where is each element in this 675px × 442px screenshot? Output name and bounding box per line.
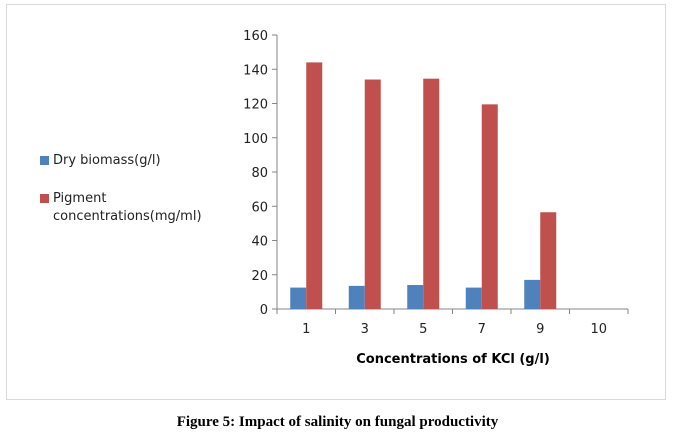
y-tick-label: 40 xyxy=(251,235,268,250)
x-axis-label: Concentrations of KCl (g/l) xyxy=(356,352,550,367)
y-tick-label: 140 xyxy=(243,63,268,78)
bar-pigment xyxy=(364,79,381,310)
bar-dry-biomass xyxy=(348,285,365,309)
legend-item-pigment: Pigment concentrations(mg/ml) xyxy=(40,190,228,226)
figure-caption: Figure 5: Impact of salinity on fungal p… xyxy=(176,414,499,430)
legend: Dry biomass(g/l) Pigment concentrations(… xyxy=(40,152,228,246)
y-tick-label: 0 xyxy=(260,303,268,318)
x-tick-label: 1 xyxy=(302,322,310,337)
x-tick-label: 9 xyxy=(536,322,544,337)
bar-pigment xyxy=(306,62,323,310)
x-tick-label: 3 xyxy=(361,322,369,337)
y-tick-label: 80 xyxy=(251,166,268,181)
bar-dry-biomass xyxy=(290,287,307,309)
bar-pigment xyxy=(423,78,440,309)
chart-bars xyxy=(290,62,557,310)
legend-swatch-dry-biomass xyxy=(40,156,49,165)
chart-frame xyxy=(6,4,666,400)
bar-dry-biomass xyxy=(465,287,482,309)
legend-label-dry-biomass: Dry biomass(g/l) xyxy=(53,153,161,168)
x-tick-label: 5 xyxy=(419,322,427,337)
y-tick-label: 160 xyxy=(243,29,268,44)
y-tick-label: 60 xyxy=(251,200,268,215)
x-tick-label: 7 xyxy=(478,322,486,337)
bar-pigment xyxy=(540,212,557,309)
bar-dry-biomass xyxy=(407,285,424,309)
y-tick-label: 20 xyxy=(251,269,268,284)
legend-label-pigment: Pigment concentrations(mg/ml) xyxy=(53,191,202,224)
legend-item-dry-biomass: Dry biomass(g/l) xyxy=(40,152,228,170)
bar-pigment xyxy=(481,104,498,309)
y-tick-label: 120 xyxy=(243,98,268,113)
legend-swatch-pigment xyxy=(40,194,49,203)
chart-axes: 0 20 40 60 80 100 120 140 160 1 3 5 7 9 10 xyxy=(243,29,629,337)
y-tick-label: 100 xyxy=(243,132,268,147)
x-tick-label: 10 xyxy=(590,322,607,337)
bar-dry-biomass xyxy=(524,279,541,309)
